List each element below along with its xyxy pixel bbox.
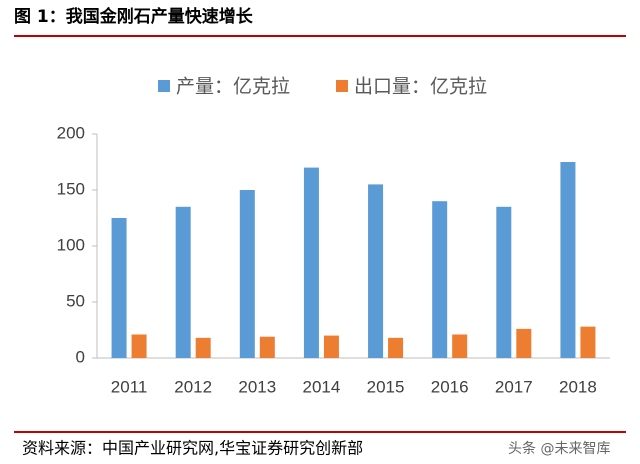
x-tick-label: 2017 xyxy=(495,377,533,396)
legend-label: 出口量：亿克拉 xyxy=(354,76,487,98)
chart-title: 图 1：我国金刚石产量快速增长 xyxy=(14,6,254,27)
legend-swatch xyxy=(336,80,348,92)
bar xyxy=(516,328,532,358)
bar xyxy=(131,334,147,358)
x-tick-label: 2014 xyxy=(303,377,341,396)
y-tick-label: 0 xyxy=(76,347,85,366)
y-tick-label: 200 xyxy=(57,123,85,142)
bar xyxy=(560,162,576,358)
x-tick-label: 2012 xyxy=(174,377,212,396)
y-tick-label: 150 xyxy=(57,179,85,198)
x-tick-label: 2013 xyxy=(238,377,276,396)
bar xyxy=(239,190,255,358)
bar xyxy=(195,337,211,358)
x-tick-label: 2011 xyxy=(111,377,148,396)
bar xyxy=(452,334,468,358)
bar xyxy=(368,184,384,358)
bar xyxy=(111,218,127,358)
bar xyxy=(580,326,596,358)
bar xyxy=(432,201,448,358)
y-tick-label: 100 xyxy=(57,235,85,254)
bar xyxy=(388,337,404,358)
source: 资料来源：中国产业研究网,华宝证券研究创新部 xyxy=(22,439,363,458)
watermark: 头条 @未来智库 xyxy=(508,440,610,457)
legend-swatch xyxy=(158,80,170,92)
bar xyxy=(175,206,191,358)
x-tick-label: 2018 xyxy=(559,377,597,396)
x-tick-label: 2016 xyxy=(431,377,469,396)
y-tick-label: 50 xyxy=(66,291,85,310)
bar xyxy=(303,167,319,358)
bar xyxy=(496,206,512,358)
x-tick-label: 2015 xyxy=(367,377,405,396)
bar xyxy=(259,336,275,358)
bar xyxy=(323,335,339,358)
legend-label: 产量：亿克拉 xyxy=(176,76,290,98)
